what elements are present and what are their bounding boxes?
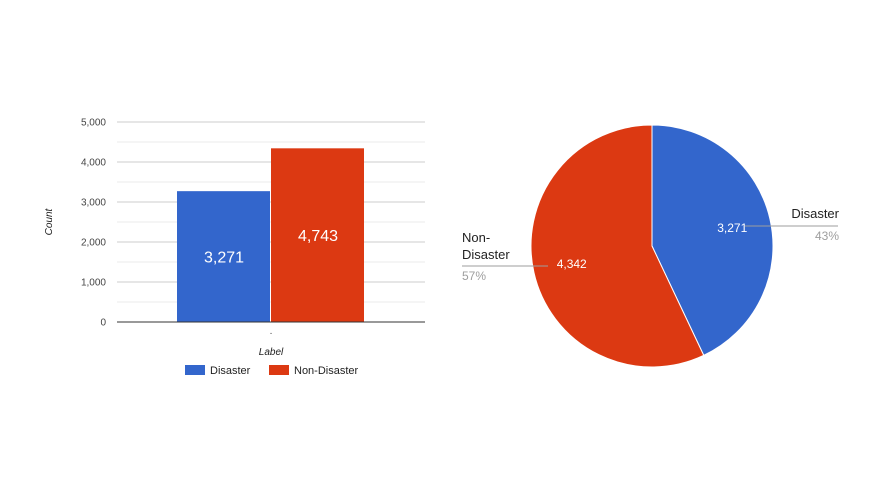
bar-data-labels: 3,271 4,743 — [204, 228, 338, 266]
bar-data-label: 4,743 — [298, 228, 338, 245]
bar-disaster — [177, 191, 270, 322]
x-tick-label: · — [269, 328, 272, 339]
pie-slices — [530, 124, 774, 368]
pie-label-non-disaster-line1: Non- — [462, 230, 490, 245]
pie-value-label: 3,271 — [717, 221, 747, 235]
legend: Disaster Non-Disaster — [185, 365, 359, 377]
legend-swatch — [269, 365, 289, 375]
bar-non-disaster — [271, 148, 364, 322]
x-axis-title: Label — [259, 347, 284, 358]
bar-data-label: 3,271 — [204, 250, 244, 267]
y-axis-title: Count — [44, 207, 55, 235]
y-tick-label: 3,000 — [81, 198, 106, 209]
y-tick-label: 1,000 — [81, 278, 106, 289]
pie-value-labels: 3,271 4,342 — [557, 221, 748, 271]
pie-percent-non-disaster: 57% — [462, 269, 486, 283]
y-tick-label: 0 — [100, 318, 106, 329]
y-tick-labels: 0 1,000 2,000 3,000 4,000 5,000 — [81, 118, 106, 329]
pie-value-label: 4,342 — [557, 257, 587, 271]
pie-percent-disaster: 43% — [815, 229, 839, 243]
legend-label: Non-Disaster — [294, 365, 359, 377]
legend-label: Disaster — [210, 365, 251, 377]
pie-label-disaster: Disaster — [791, 206, 839, 221]
bars — [177, 148, 364, 322]
y-tick-label: 2,000 — [81, 238, 106, 249]
y-tick-label: 5,000 — [81, 118, 106, 129]
legend-swatch — [185, 365, 205, 375]
pie-chart: 3,271 4,342 Disaster 43% Non- Disaster 57… — [462, 124, 840, 368]
pie-slice-0 — [651, 124, 774, 357]
y-tick-label: 4,000 — [81, 158, 106, 169]
pie-label-non-disaster-line2: Disaster — [462, 247, 510, 262]
pie-slice-1 — [530, 124, 705, 368]
